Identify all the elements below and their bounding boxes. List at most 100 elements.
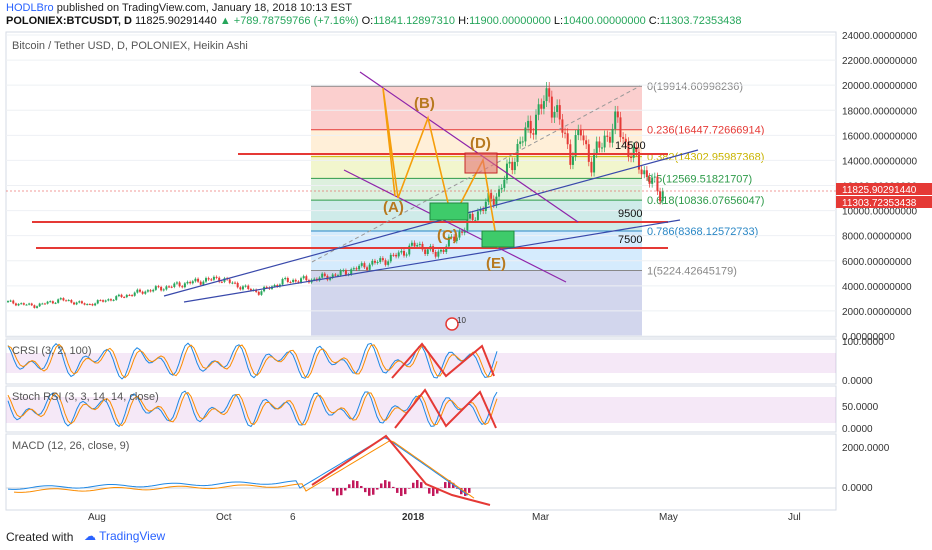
candle-body xyxy=(627,142,630,158)
macd-histogram-bar xyxy=(412,482,415,488)
candle-body xyxy=(57,299,60,303)
drawing-layer[interactable]: 14500 9500 7500 (A) (B) (C) (D) (E) 10 xyxy=(6,71,836,331)
created-with-text: Created with xyxy=(6,530,74,544)
candle-body xyxy=(115,296,118,300)
candle-body xyxy=(366,267,369,270)
close-value: 11303.72353438 xyxy=(659,15,742,27)
price-chart[interactable]: 0(19914.60998236) 0.236(16447.72666914) 0.… xyxy=(0,28,932,524)
price-axis[interactable]: 24000.00000000 22000.00000000 20000.000000… xyxy=(836,31,932,343)
candle-body xyxy=(197,278,200,282)
macd-histogram-bar xyxy=(428,488,431,494)
candle-body xyxy=(339,270,342,276)
candle-body xyxy=(117,294,120,297)
candle-body xyxy=(408,245,411,255)
candle-body xyxy=(120,294,123,298)
candle-body xyxy=(466,218,469,231)
candle-body xyxy=(28,303,31,305)
candle-body xyxy=(352,268,355,270)
time-axis[interactable]: Aug Oct 6 2018 Mar May Jul xyxy=(88,512,801,523)
candle-body xyxy=(373,260,376,263)
candle-body xyxy=(88,304,91,306)
candle-body xyxy=(276,285,279,287)
stoch-signal xyxy=(7,391,498,427)
candle-body xyxy=(109,299,112,301)
candle-body xyxy=(476,211,479,221)
candle-body xyxy=(403,251,405,256)
candle-body xyxy=(136,289,139,293)
candle-body xyxy=(265,286,268,288)
candle-body xyxy=(104,300,107,302)
tradingview-logo[interactable]: ☁ TradingView xyxy=(84,529,166,543)
candle-body xyxy=(128,294,131,296)
candle-body xyxy=(458,231,461,238)
candle-body xyxy=(205,278,207,282)
candle-body xyxy=(75,302,78,305)
candle-body xyxy=(350,269,353,275)
candle-body xyxy=(62,298,65,301)
candle-body xyxy=(83,303,86,305)
candle-body xyxy=(432,246,435,252)
fib-zone xyxy=(311,86,642,130)
candle-body xyxy=(12,300,15,304)
fib-zone xyxy=(311,200,642,232)
candle-body xyxy=(191,281,194,284)
candle-body xyxy=(131,295,134,297)
candle-body xyxy=(495,196,498,205)
target-box-e xyxy=(481,230,515,248)
x-tick-label: Mar xyxy=(532,512,550,523)
candle-body xyxy=(162,289,165,291)
event-badge-count: 10 xyxy=(457,316,466,325)
macd-pane xyxy=(5,433,837,511)
candle-body xyxy=(616,111,619,118)
candle-body xyxy=(125,294,128,298)
fib-level-label: 0(19914.60998236) xyxy=(647,81,743,93)
macd-histogram-bar xyxy=(368,488,371,496)
candle-body xyxy=(455,237,458,242)
candle-body xyxy=(387,261,390,265)
candle-body xyxy=(231,282,234,284)
candle-body xyxy=(294,279,297,282)
macd-histogram-bar xyxy=(404,488,407,495)
candle-body xyxy=(215,276,218,278)
candle-body xyxy=(30,303,33,306)
candle-body xyxy=(648,176,651,184)
candle-body xyxy=(461,231,464,233)
last-price: 11825.90291440 xyxy=(134,15,217,27)
fib-level-label: 0.618(10836.07656047) xyxy=(647,195,764,207)
wave-label: (C) xyxy=(437,227,458,244)
macd-histogram-bar xyxy=(332,488,335,492)
candle-body xyxy=(102,300,105,302)
y-tick-label: 14000.00000000 xyxy=(842,156,918,167)
candle-body xyxy=(239,287,242,290)
candle-body xyxy=(80,301,83,304)
stoch-projection xyxy=(394,388,497,429)
candle-body xyxy=(157,286,160,288)
candle-body xyxy=(65,300,68,302)
chart-header: HODLBro published on TradingView.com, Ja… xyxy=(0,0,932,28)
fib-level-label: 0.236(16447.72666914) xyxy=(647,125,764,137)
macd-histogram-bar xyxy=(336,488,339,496)
candle-body xyxy=(194,278,197,282)
candle-body xyxy=(165,286,168,290)
fib-level-label: 0.5(12569.51821707) xyxy=(647,173,752,185)
stoch-label: Stoch RSI (3, 3, 14, 14, close) xyxy=(12,391,159,403)
y-tick-label: 4000.00000000 xyxy=(842,282,912,293)
wave-label: (E) xyxy=(486,255,506,272)
candle-body xyxy=(608,136,611,143)
candle-body xyxy=(397,252,400,257)
triangle-line-bottom xyxy=(343,169,567,283)
candle-body xyxy=(611,128,614,143)
candle-body xyxy=(453,236,456,242)
candle-body xyxy=(149,290,152,292)
candle-body xyxy=(337,275,339,277)
candle-body xyxy=(321,273,324,278)
candle-body xyxy=(241,286,244,290)
candle-body xyxy=(51,301,54,304)
candle-body xyxy=(178,282,181,287)
publisher-name[interactable]: HODLBro xyxy=(6,2,54,14)
close-price-badge xyxy=(836,196,932,208)
y-tick-label: 22000.00000000 xyxy=(842,56,918,67)
candle-body xyxy=(59,298,62,300)
last-price-badge xyxy=(836,183,932,195)
fib-zone xyxy=(311,231,642,271)
